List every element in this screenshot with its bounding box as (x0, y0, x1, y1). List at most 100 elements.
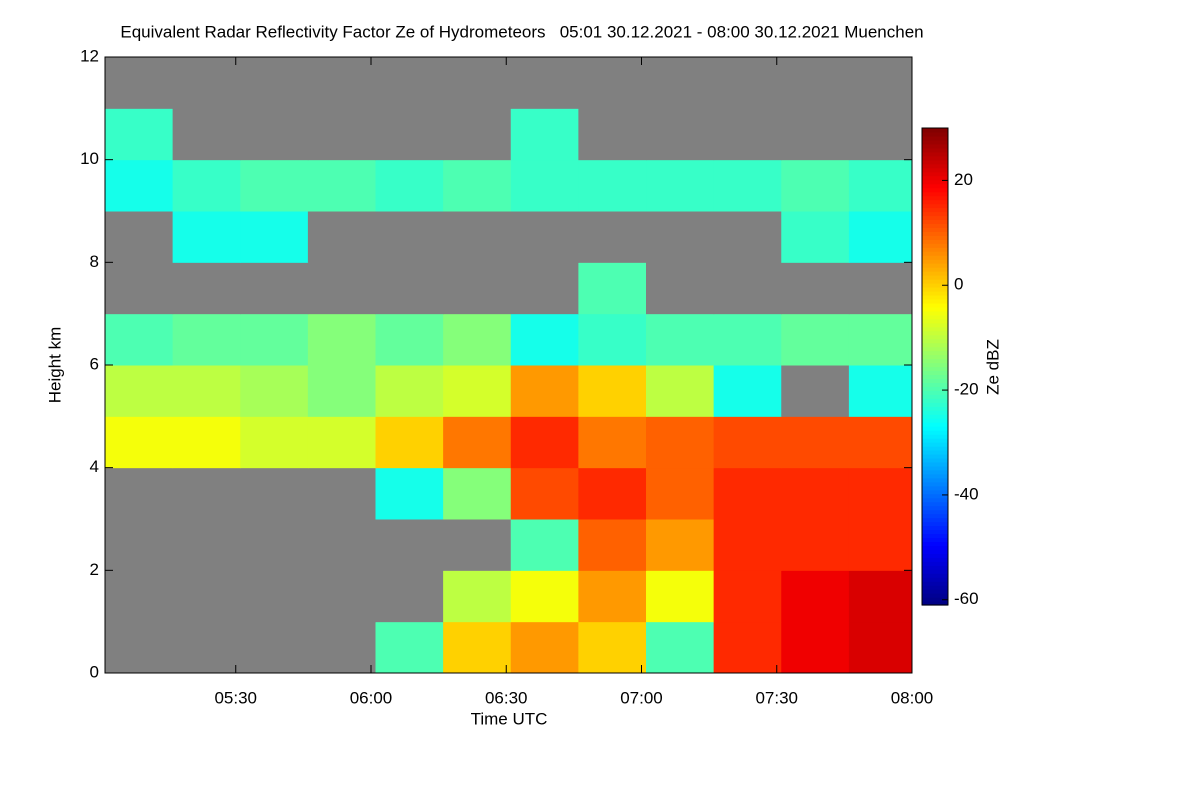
heatmap-cell (646, 262, 715, 315)
colorbar-segment (922, 481, 948, 487)
colorbar-segment (922, 406, 948, 411)
colorbar-segment (922, 171, 948, 177)
colorbar-segment (922, 366, 948, 372)
colorbar-segment (922, 557, 948, 562)
heatmap-cell (443, 519, 512, 571)
heatmap-cell (578, 262, 647, 315)
heatmap-cell (510, 467, 579, 520)
colorbar-segment (922, 525, 948, 531)
heatmap-cell (781, 313, 850, 366)
heatmap-cell (443, 365, 512, 417)
y-tick-label: 8 (90, 252, 99, 271)
heatmap-cell (713, 159, 782, 212)
colorbar-segment (922, 414, 948, 419)
heatmap-cell (240, 159, 309, 212)
colorbar-segment (922, 223, 948, 228)
heatmap-cell (240, 416, 309, 469)
heatmap-cell (172, 570, 241, 623)
heatmap-cell (307, 416, 377, 469)
colorbar-segment (922, 457, 948, 463)
heatmap-cell (443, 467, 512, 520)
colorbar-segment (922, 545, 948, 550)
heatmap-cell (510, 211, 579, 263)
colorbar-segment (922, 338, 948, 344)
colorbar-segment (922, 215, 948, 221)
colorbar-segment (922, 290, 948, 296)
heatmap-cell (105, 211, 174, 263)
heatmap-cell (781, 57, 850, 109)
colorbar-segment (922, 442, 948, 447)
colorbar-segment (922, 179, 948, 185)
heatmap-cell (375, 570, 444, 623)
colorbar-segment (922, 159, 948, 165)
heatmap-cell (713, 467, 782, 520)
heatmap-cell (105, 262, 174, 315)
heatmap-cell (105, 313, 174, 366)
heatmap-cell (172, 211, 241, 263)
colorbar-segment (922, 163, 948, 169)
heatmap-cell (105, 519, 174, 571)
colorbar-tick-label: -20 (954, 380, 979, 399)
colorbar-segment (922, 533, 948, 539)
colorbar-segment (922, 402, 948, 407)
heatmap-cell (240, 57, 309, 109)
heatmap-cell (510, 262, 579, 315)
heatmap-cell (375, 211, 444, 263)
colorbar-segment (922, 569, 948, 574)
colorbar-segment (922, 418, 948, 423)
heatmap-cell (172, 365, 241, 417)
heatmap-cell (578, 416, 647, 469)
heatmap-cell (307, 365, 377, 417)
heatmap-cell (510, 365, 579, 417)
heatmap-cell (172, 467, 241, 520)
x-tick-label: 06:00 (350, 688, 393, 707)
colorbar-segment (922, 139, 948, 145)
colorbar-segment (922, 322, 948, 328)
colorbar-segment (922, 597, 948, 602)
colorbar-segment (922, 235, 948, 240)
heatmap-cell (713, 416, 782, 469)
heatmap-cell (713, 519, 782, 571)
heatmap-cell (848, 365, 913, 417)
heatmap-cell (510, 159, 579, 212)
heatmap-cell (443, 570, 512, 623)
heatmap-cell (646, 159, 715, 212)
colorbar-segment (922, 314, 948, 320)
heatmap-cell (510, 519, 579, 571)
colorbar-segment (922, 493, 948, 499)
colorbar-segment (922, 426, 948, 431)
heatmap-cell (578, 365, 647, 417)
colorbar-segment (922, 211, 948, 217)
heatmap-cell (375, 108, 444, 161)
colorbar-segment (922, 231, 948, 236)
colorbar-segment (922, 593, 948, 598)
x-tick-label: 08:00 (891, 688, 934, 707)
y-tick-label: 10 (80, 149, 99, 168)
heatmap-cell (578, 621, 647, 674)
heatmap-cell (307, 108, 377, 161)
x-axis-label: Time UTC (471, 709, 548, 728)
colorbar-segment (922, 517, 948, 523)
heatmap-cell (848, 313, 913, 366)
heatmap-cell (375, 262, 444, 315)
colorbar-segment (922, 279, 948, 284)
heatmap-cell (510, 313, 579, 366)
colorbar-segment (922, 131, 948, 137)
heatmap-cell (307, 57, 377, 109)
colorbar-segment (922, 155, 948, 161)
heatmap-cell (713, 108, 782, 161)
colorbar-segment (922, 191, 948, 197)
heatmap-cell (848, 108, 913, 161)
heatmap-cell (443, 313, 512, 366)
y-tick-label: 4 (90, 457, 99, 476)
heatmap-cell (105, 416, 174, 469)
x-tick-label: 06:30 (485, 688, 528, 707)
heatmap-cell (848, 519, 913, 571)
heatmap-cell (172, 57, 241, 109)
heatmap-cell (443, 416, 512, 469)
heatmap-cell (848, 211, 913, 263)
heatmap-cell (646, 621, 715, 674)
colorbar-segment (922, 346, 948, 352)
colorbar-segment (922, 497, 948, 503)
colorbar-frame (921, 127, 949, 606)
